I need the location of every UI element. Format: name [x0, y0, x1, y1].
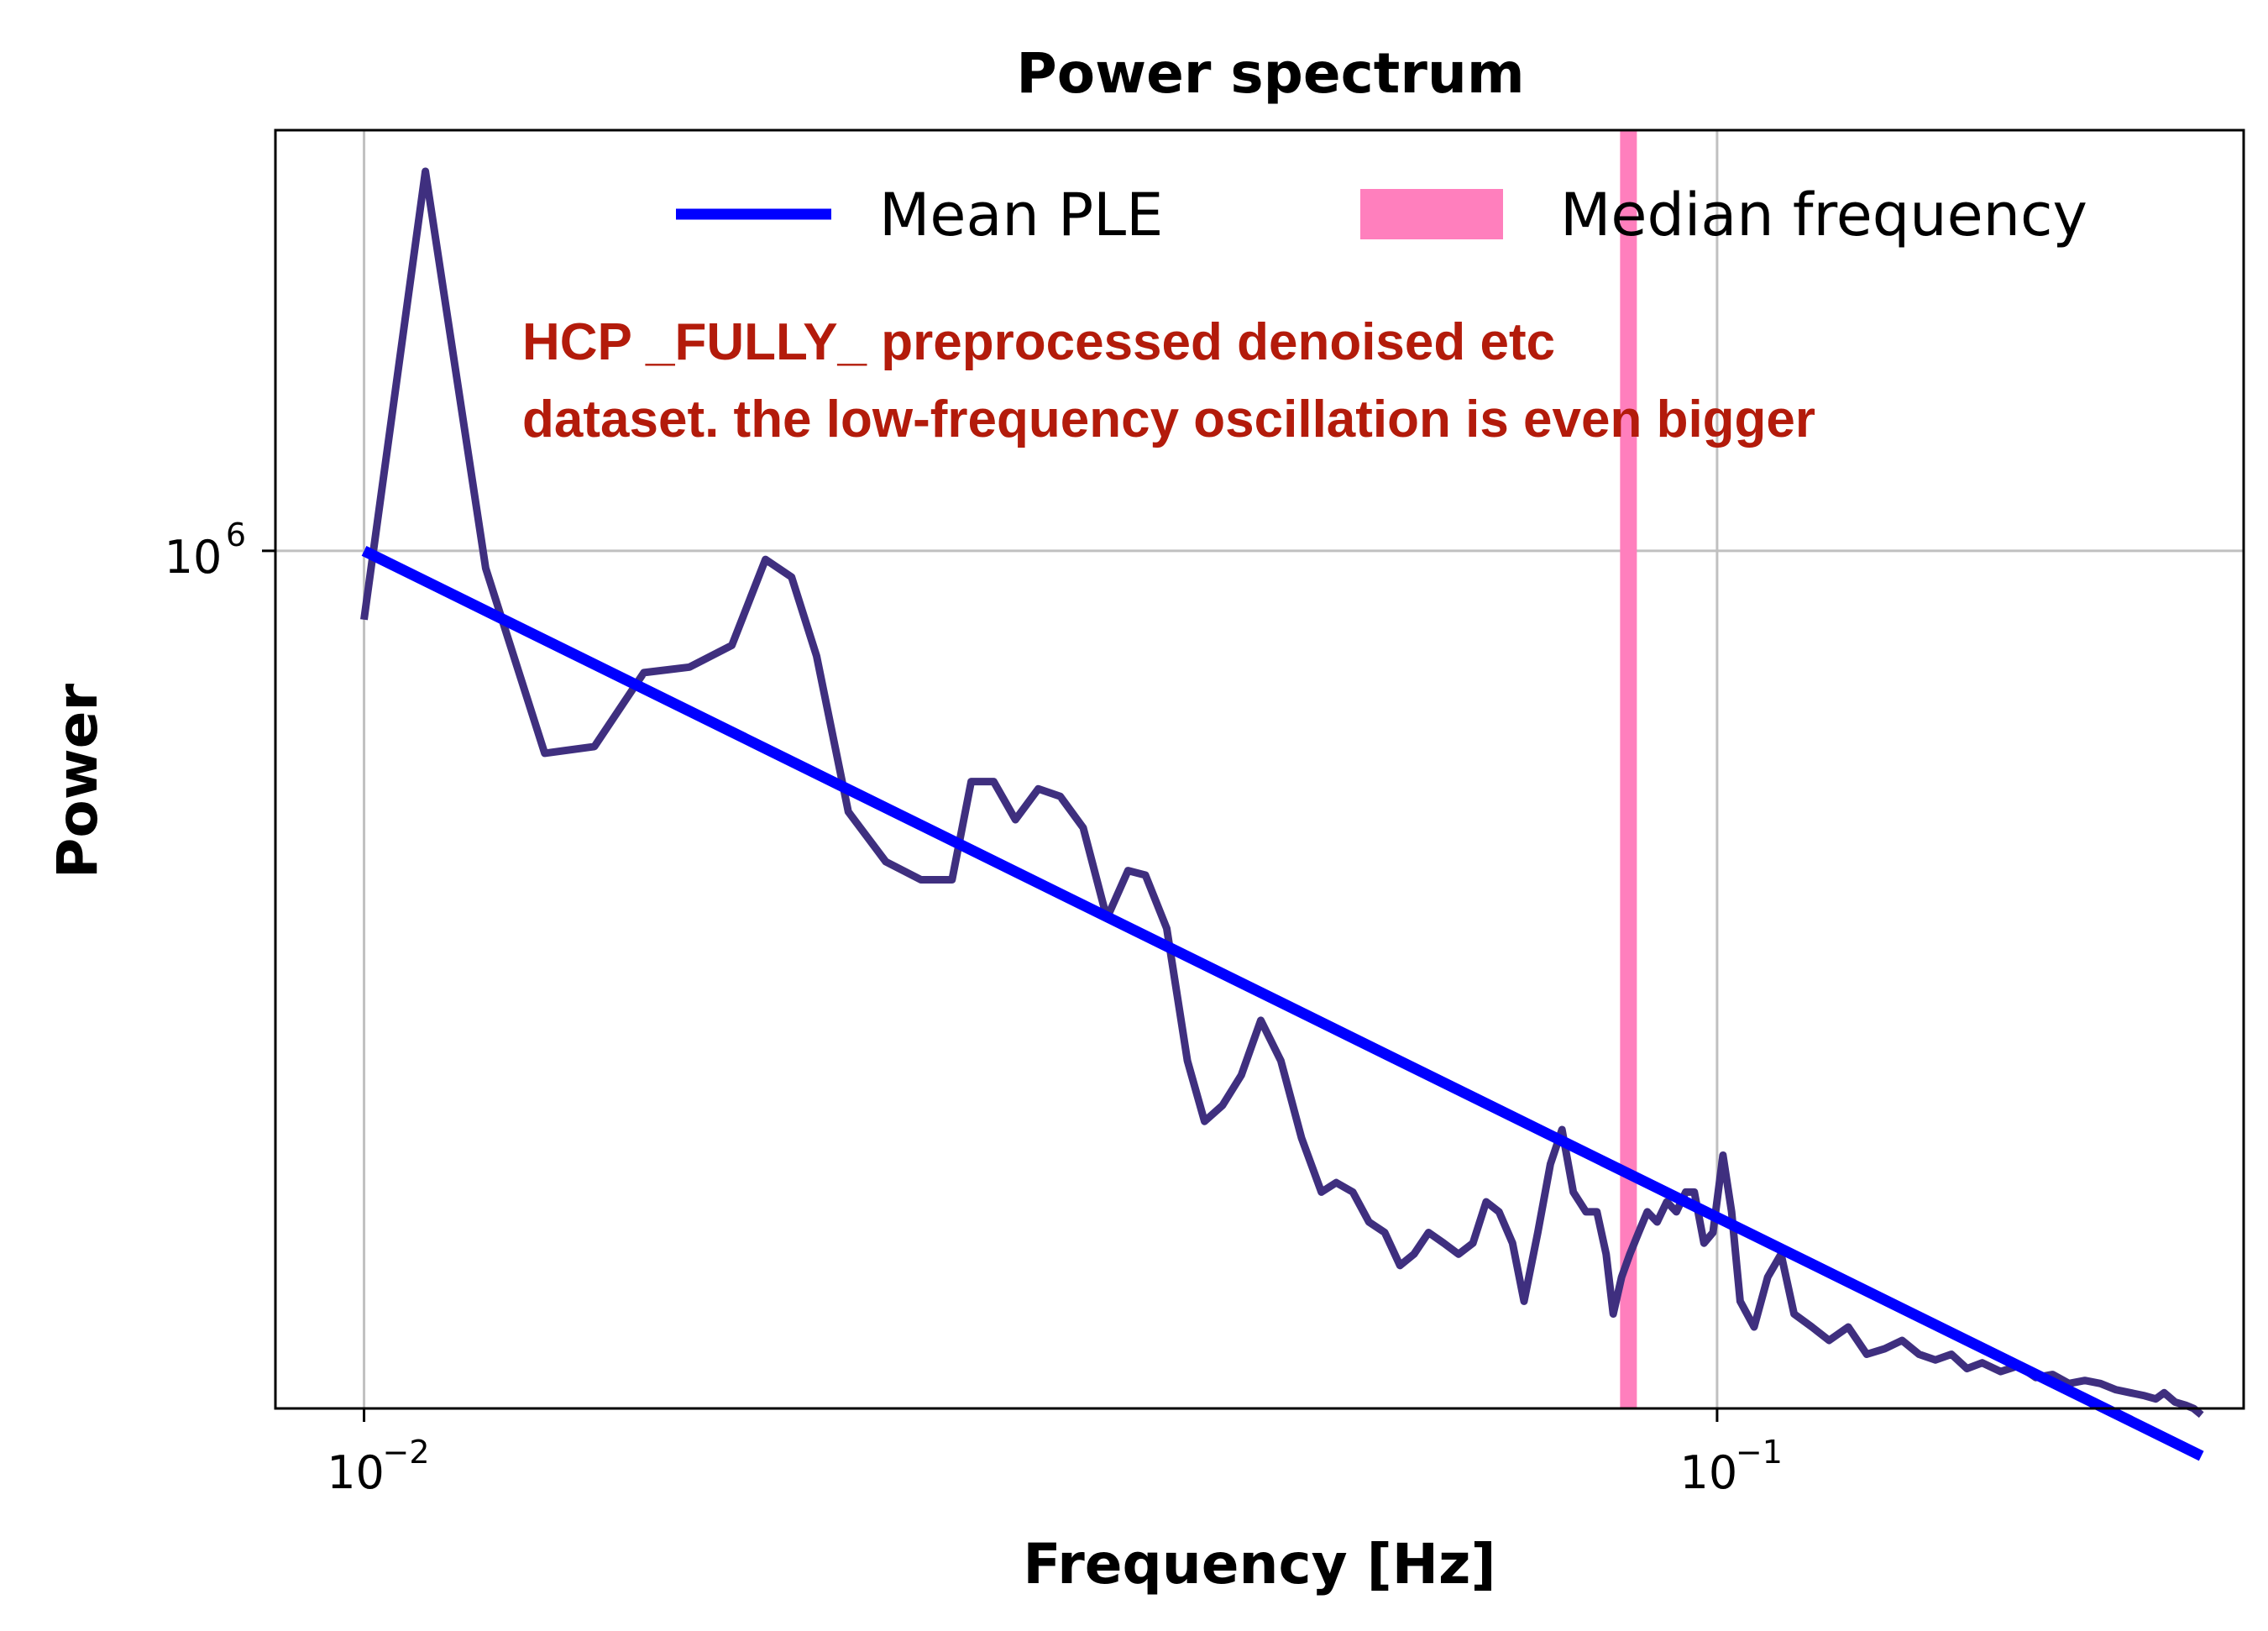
y-tick-label: 10: [165, 531, 223, 584]
mean-ple-line: [361, 546, 2204, 1461]
legend: Mean PLE Median frequency: [676, 181, 2087, 249]
plot-frame: [274, 128, 2245, 1410]
x-tick-group: 10−2 10−1: [327, 1408, 1783, 1499]
x-tick-exponent: −1: [1736, 1434, 1783, 1471]
legend-mean-ple-label: Mean PLE: [879, 181, 1163, 249]
annotation-line-1: HCP _FULLY_ preprocessed denoised etc: [522, 313, 1555, 371]
y-axis-label: Power: [45, 684, 110, 878]
median-frequency-band: [1620, 130, 1637, 1408]
x-tick-exponent: −2: [383, 1434, 430, 1471]
x-tick-label: 10: [327, 1446, 385, 1499]
y-tick-exponent: 6: [226, 517, 246, 553]
y-tick-group: 10 6: [165, 517, 275, 584]
legend-median-frequency-swatch: [1360, 189, 1503, 239]
spectrum-line: [360, 167, 2204, 1419]
legend-median-frequency-label: Median frequency: [1560, 181, 2087, 249]
annotation-line-2: dataset. the low-frequency oscillation i…: [522, 391, 1815, 448]
x-axis-label: Frequency [Hz]: [1023, 1532, 1495, 1597]
chart-title: Power spectrum: [1016, 41, 1524, 106]
x-tick-label: 10: [1680, 1446, 1738, 1499]
